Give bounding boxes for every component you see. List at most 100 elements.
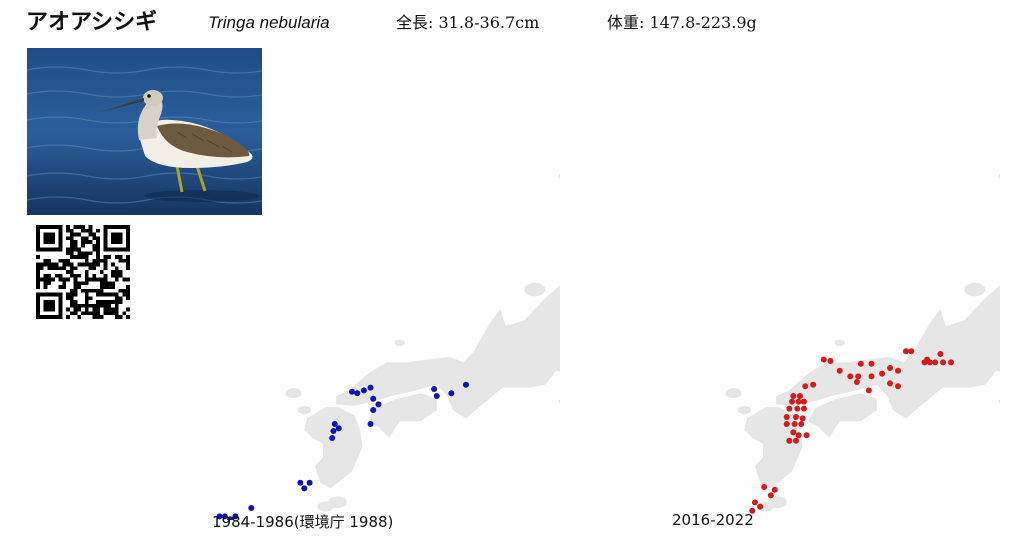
qr-module: [103, 307, 108, 312]
qr-module: [43, 281, 48, 286]
qr-module: [39, 266, 44, 271]
qr-module: [81, 255, 85, 259]
qr-module: [96, 300, 100, 304]
qr-module: [84, 311, 89, 316]
qr-module: [58, 273, 63, 278]
qr-module: [126, 285, 130, 289]
record-point: [847, 373, 854, 380]
record-points-2016: [749, 348, 954, 514]
qr-finder-module: [114, 225, 119, 229]
qr-module: [54, 262, 59, 267]
qr-module: [122, 311, 127, 316]
qr-finder-module: [36, 307, 40, 312]
qr-module: [66, 228, 70, 233]
record-point: [783, 414, 790, 420]
qr-finder-module: [111, 236, 115, 241]
qr-finder-module: [103, 225, 108, 229]
qr-module: [58, 266, 63, 271]
qr-module: [81, 288, 85, 293]
kyushu-land: [744, 407, 803, 489]
qr-module: [88, 296, 93, 301]
qr-module: [92, 258, 97, 263]
qr-module: [84, 281, 89, 286]
qr-finder-module: [118, 225, 123, 229]
qr-module: [103, 303, 108, 308]
qr-finder-module: [58, 296, 63, 301]
qr-finder-module: [47, 240, 52, 244]
qr-module: [126, 307, 130, 312]
qr-module: [51, 262, 55, 267]
qr-module: [103, 277, 108, 282]
qr-module: [36, 262, 40, 267]
qr-finder-module: [111, 247, 115, 252]
qr-module: [99, 281, 104, 286]
qr-code: [36, 225, 130, 319]
qr-module: [88, 232, 93, 237]
qr-module: [92, 307, 97, 312]
body-length-stat: 全長: 31.8-36.7cm: [396, 13, 540, 32]
qr-module: [122, 277, 127, 282]
qr-finder-module: [122, 225, 127, 229]
qr-finder-module: [51, 232, 55, 237]
qr-module: [118, 255, 123, 259]
qr-finder-module: [47, 225, 52, 229]
qr-finder-module: [47, 300, 52, 304]
qr-module: [88, 311, 93, 316]
greenshank-bird-photo: [27, 48, 262, 215]
qr-finder-module: [58, 240, 63, 244]
qr-module: [69, 228, 74, 233]
qr-module: [114, 273, 119, 278]
qr-finder-module: [103, 232, 108, 237]
record-point: [761, 484, 768, 490]
qr-module: [47, 273, 52, 278]
qr-module: [111, 281, 115, 286]
qr-module: [92, 236, 97, 241]
qr-module: [62, 285, 67, 289]
qr-finder-module: [54, 315, 59, 319]
qr-module: [111, 300, 115, 304]
qr-module: [88, 240, 93, 244]
honshu-land: [776, 285, 1000, 419]
qr-finder-module: [36, 232, 40, 237]
qr-module: [84, 258, 89, 263]
qr-finder-module: [47, 315, 52, 319]
qr-finder-module: [43, 292, 48, 297]
qr-module: [114, 277, 119, 282]
record-point: [757, 503, 764, 510]
qr-module: [47, 262, 52, 267]
record-point: [908, 348, 915, 355]
qr-module: [114, 303, 119, 308]
qr-finder-module: [54, 292, 59, 297]
qr-finder-module: [58, 315, 63, 319]
qr-module: [118, 300, 123, 304]
record-point: [370, 407, 377, 413]
qr-finder-module: [118, 232, 123, 237]
record-point: [448, 390, 455, 397]
qr-module: [88, 303, 93, 308]
qr-module: [96, 315, 100, 319]
qr-module: [118, 288, 123, 293]
qr-module: [69, 255, 74, 259]
qr-finder-module: [58, 225, 63, 229]
qr-module: [62, 266, 67, 271]
qr-module: [69, 270, 74, 274]
qr-module: [111, 262, 115, 267]
qr-module: [96, 311, 100, 316]
qr-module: [92, 247, 97, 252]
record-point: [827, 358, 834, 364]
qr-module: [99, 258, 104, 263]
qr-module: [77, 262, 82, 267]
qr-module: [107, 281, 112, 286]
qr-finder-module: [126, 247, 130, 252]
qr-module: [69, 292, 74, 297]
qr-module: [73, 225, 78, 229]
qr-module: [39, 277, 44, 282]
qr-finder-module: [58, 228, 63, 233]
island-land: [317, 501, 334, 512]
qr-module: [126, 255, 130, 259]
qr-module: [84, 262, 89, 267]
record-point: [932, 359, 939, 366]
qr-module: [99, 277, 104, 282]
qr-module: [96, 258, 100, 263]
qr-module: [99, 300, 104, 304]
